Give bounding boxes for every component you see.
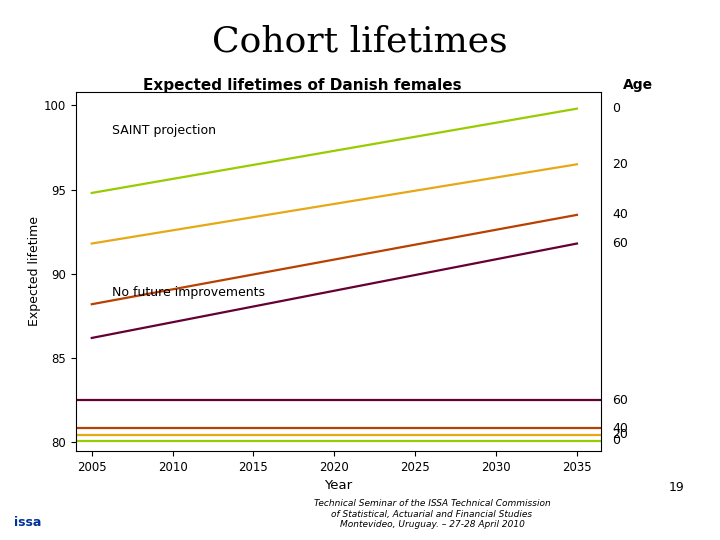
Y-axis label: Expected lifetime: Expected lifetime bbox=[28, 217, 41, 326]
Text: 60: 60 bbox=[612, 394, 628, 407]
Text: 20: 20 bbox=[612, 428, 628, 441]
Text: 0: 0 bbox=[612, 102, 620, 115]
Text: 19: 19 bbox=[668, 481, 684, 494]
Text: issa: issa bbox=[14, 516, 42, 529]
Text: Technical Seminar of the ISSA Technical Commission
of Statistical, Actuarial and: Technical Seminar of the ISSA Technical … bbox=[314, 500, 550, 529]
Text: SAINT projection: SAINT projection bbox=[112, 124, 217, 137]
Text: Expected lifetimes of Danish females: Expected lifetimes of Danish females bbox=[143, 78, 462, 93]
Text: Cohort lifetimes: Cohort lifetimes bbox=[212, 24, 508, 58]
Text: 40: 40 bbox=[612, 208, 628, 221]
Text: 20: 20 bbox=[612, 158, 628, 171]
Text: Age: Age bbox=[623, 78, 653, 92]
Text: 40: 40 bbox=[612, 422, 628, 435]
X-axis label: Year: Year bbox=[324, 479, 353, 492]
Text: 60: 60 bbox=[612, 237, 628, 250]
Text: No future improvements: No future improvements bbox=[112, 286, 266, 299]
Text: 0: 0 bbox=[612, 434, 620, 447]
